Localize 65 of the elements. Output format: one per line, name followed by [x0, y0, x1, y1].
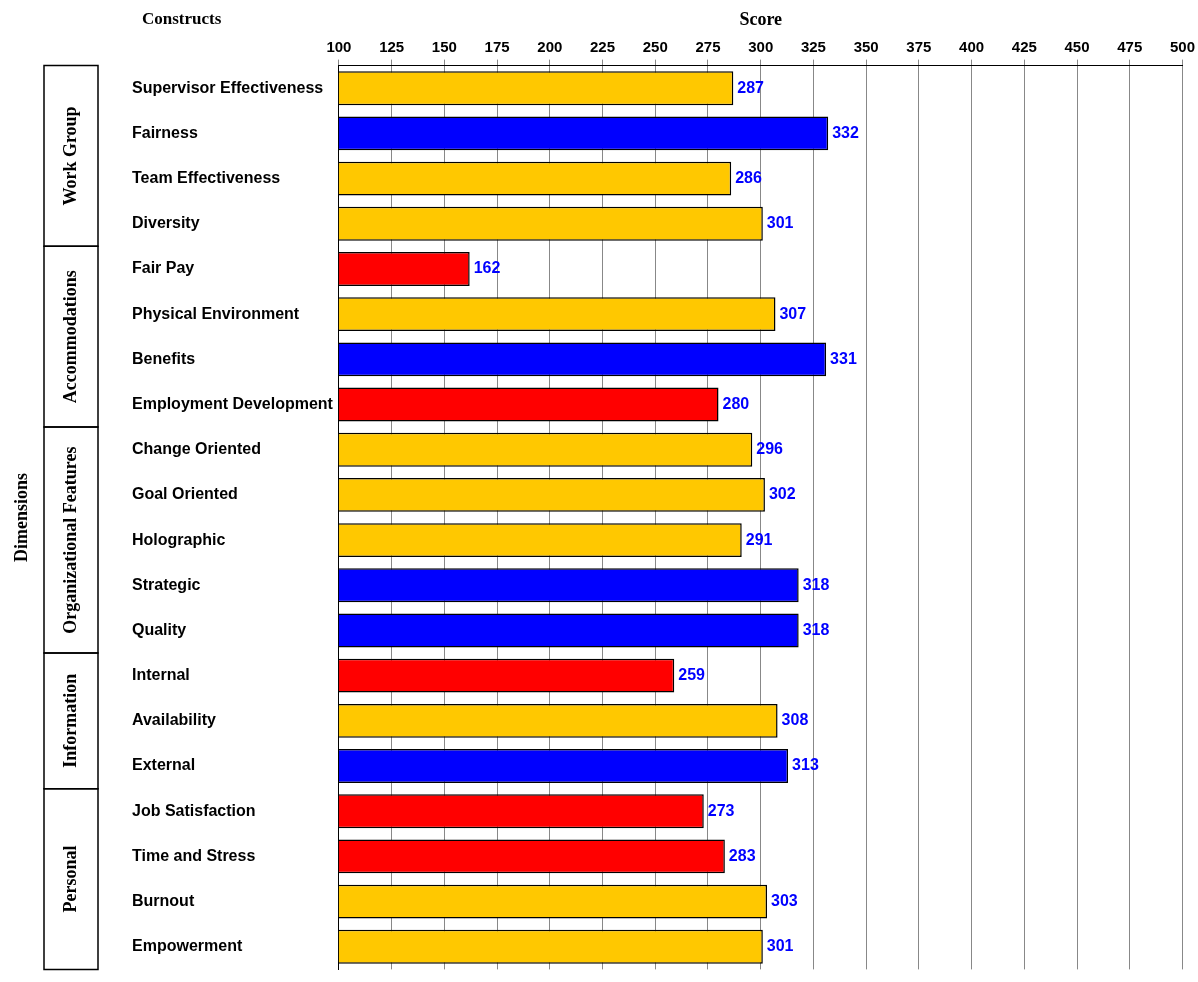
data-label: 301 [766, 937, 794, 955]
text: Accommodations [59, 270, 80, 404]
x-tick-label: 225 [590, 37, 616, 55]
data-label: 318 [802, 575, 830, 593]
y-tick-label: Internal [132, 666, 190, 684]
x-tick-label: 200 [537, 37, 563, 55]
y-tick-label: Benefits [132, 349, 196, 367]
data-label: 287 [737, 78, 765, 96]
data-label: 259 [678, 666, 706, 684]
y-tick-label: Physical Environment [132, 304, 300, 322]
data-label: 303 [771, 892, 798, 910]
y-tick-label: Quality [132, 620, 187, 638]
y-tick-label: Strategic [132, 575, 201, 593]
x-tick-label: 450 [1064, 37, 1090, 55]
x-tick-label: 175 [484, 37, 510, 55]
y-tick-label: Time and Stress [132, 846, 256, 864]
data-label: 273 [707, 801, 735, 819]
y-tick-label: Goal Oriented [132, 485, 238, 503]
data-label: 318 [802, 620, 830, 638]
x-tick-label: 275 [695, 37, 721, 55]
x-tick-label: 325 [800, 37, 826, 55]
y-tick-label: Empowerment [132, 937, 243, 955]
y-tick-label: Holographic [132, 530, 226, 548]
x-tick-label: 125 [379, 37, 405, 55]
x-tick-label: 150 [431, 37, 457, 55]
x-tick-label: 400 [959, 37, 985, 55]
y-tick-label: External [132, 756, 196, 774]
text: Personal [59, 845, 80, 913]
y-axis-title: Constructs [142, 9, 222, 29]
data-label: 286 [735, 168, 762, 186]
x-tick-label: 475 [1117, 37, 1143, 55]
x-tick-label: 375 [906, 37, 932, 55]
y-tick-label: Team Effectiveness [132, 168, 281, 186]
y-tick-label: Employment Development [132, 394, 334, 412]
data-label: 301 [766, 214, 794, 232]
data-label: 332 [832, 123, 859, 141]
y-tick-label: Job Satisfaction [132, 801, 256, 819]
x-tick-label: 350 [853, 37, 879, 55]
data-label: 302 [768, 485, 796, 503]
text: Information [59, 673, 80, 768]
data-label: 162 [473, 259, 501, 277]
x-tick-label: 500 [1169, 37, 1195, 55]
x-tick-label: 425 [1011, 37, 1037, 55]
x-tick-label: 250 [642, 37, 668, 55]
data-label: 283 [728, 846, 756, 864]
y-tick-label: Change Oriented [132, 440, 261, 458]
y-tick-label: Diversity [132, 214, 200, 232]
y-tick-label: Supervisor Effectiveness [132, 78, 324, 96]
x-tick-label: 100 [326, 37, 352, 55]
text: Work Group [59, 106, 80, 206]
data-label: 313 [792, 756, 819, 774]
data-label: 296 [756, 440, 784, 458]
data-label: 280 [722, 394, 750, 412]
y-tick-label: Burnout [132, 892, 195, 910]
y-tick-label: Fairness [132, 123, 198, 141]
y-tick-label: Fair Pay [132, 259, 195, 277]
data-label: 331 [830, 349, 857, 367]
data-label: 308 [781, 711, 809, 729]
x-tick-label: 300 [748, 37, 774, 55]
data-label: 307 [779, 304, 807, 322]
y-tick-label: Availability [132, 711, 216, 729]
text: Dimensions [10, 472, 31, 563]
x-axis-title: Score [739, 9, 783, 30]
data-label: 291 [745, 530, 773, 548]
text: Organizational Features [59, 446, 80, 634]
